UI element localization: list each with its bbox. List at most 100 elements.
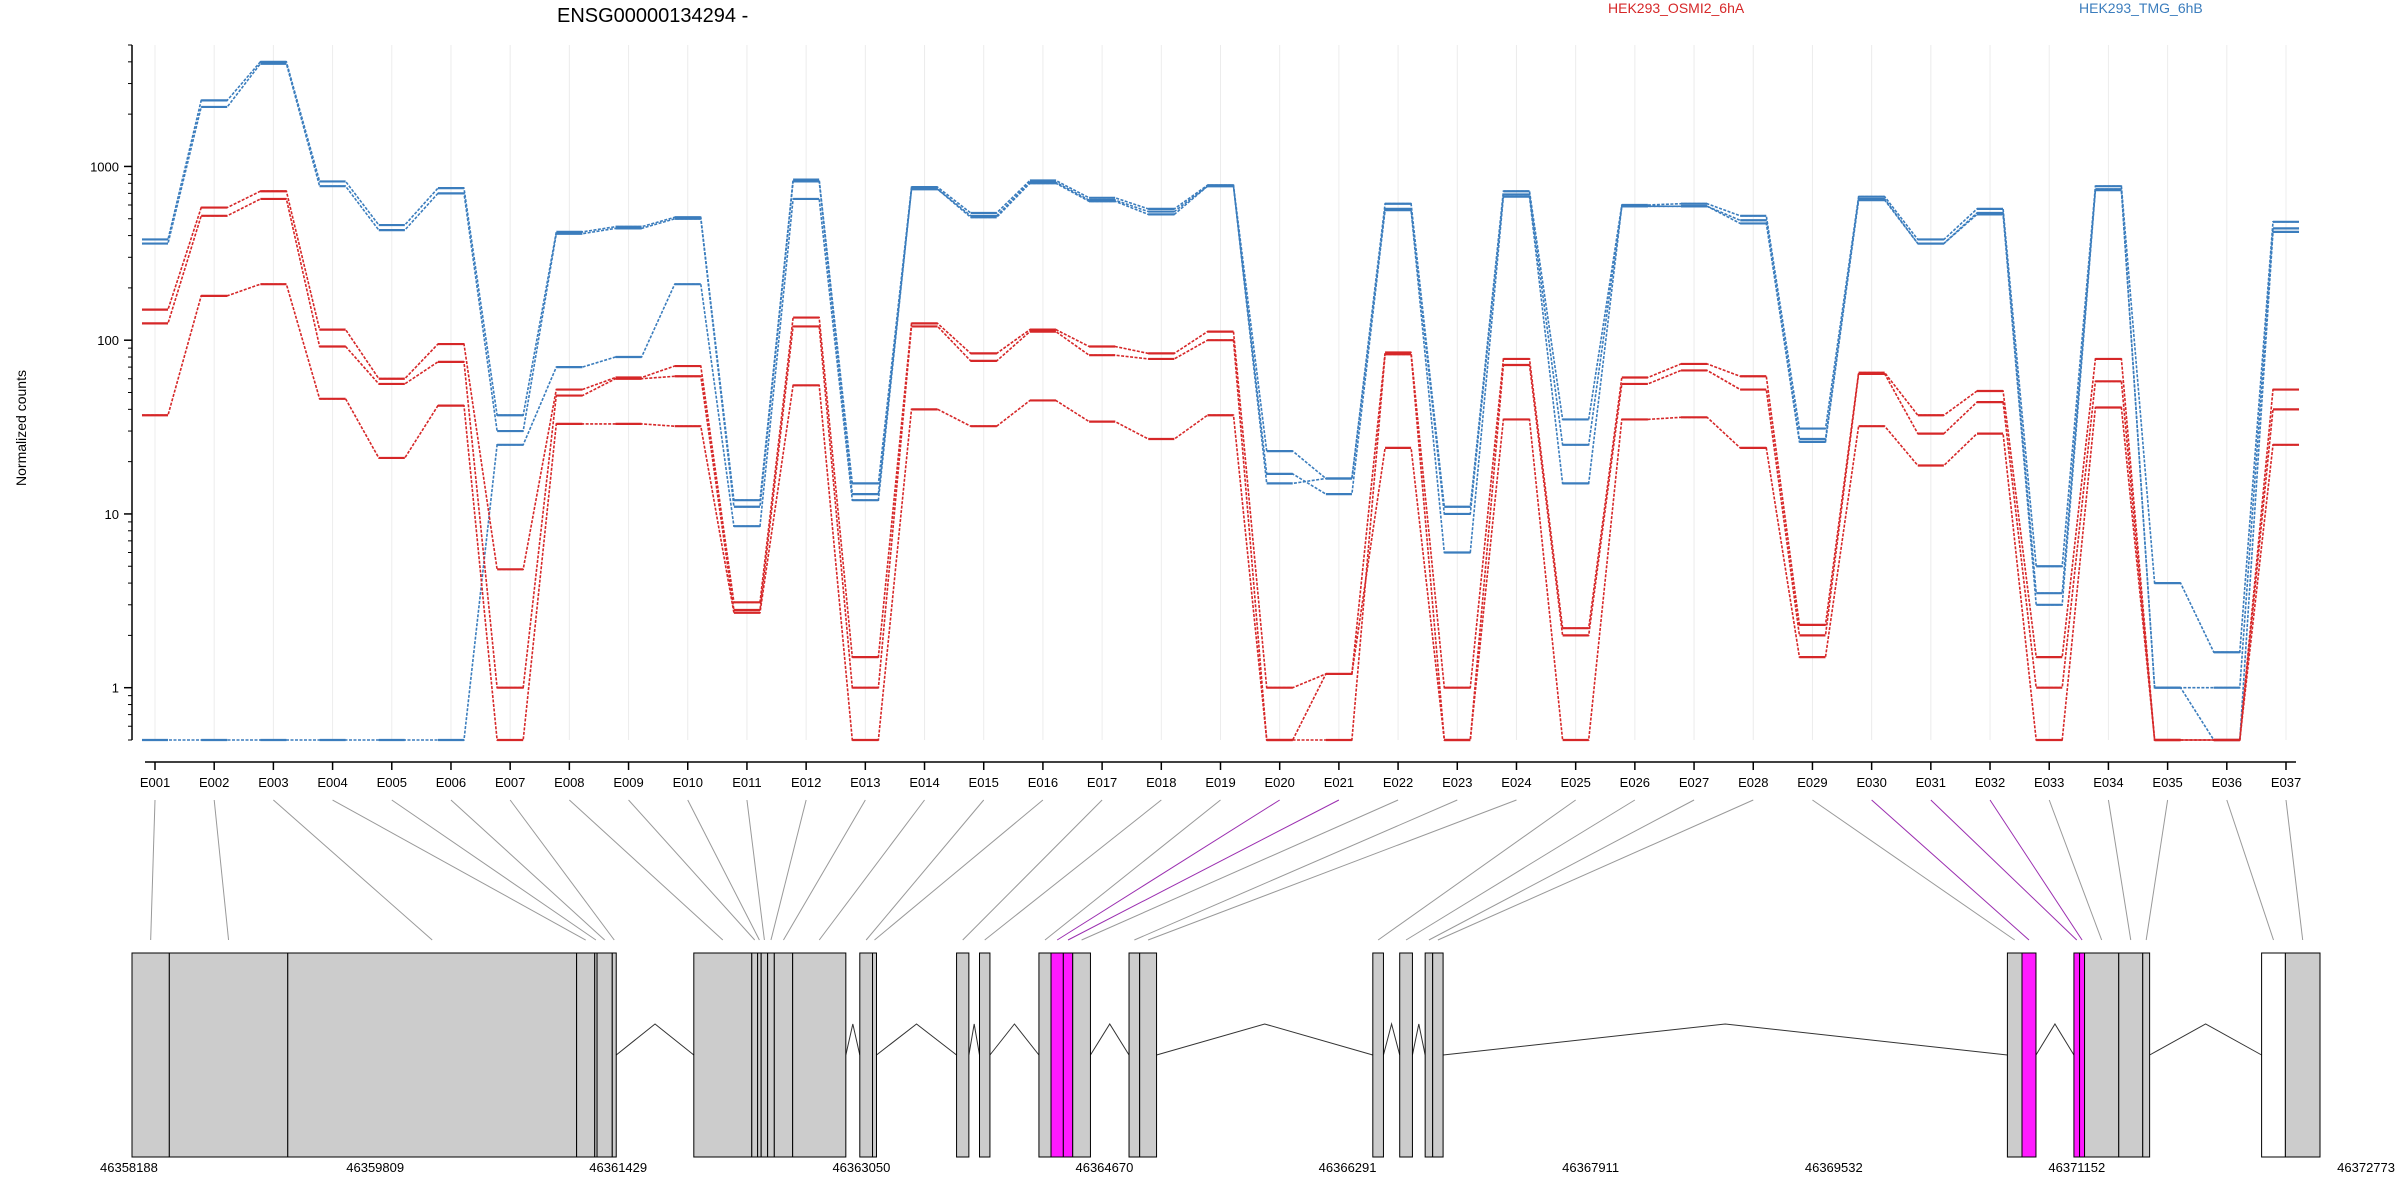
intron-line (1411, 1023, 1426, 1056)
connector-e016 (874, 799, 1044, 941)
x-tick-label-e029: E029 (1797, 775, 1827, 790)
exon-box-e022 (1072, 952, 1091, 1158)
connector-e015 (865, 799, 985, 941)
exon-box-e037 (2284, 952, 2321, 1158)
exon-box-e016 (872, 952, 877, 1158)
connector-e007 (509, 799, 615, 941)
y-tick-label-1000: 1000 (90, 159, 119, 174)
x-tick-label-e014: E014 (909, 775, 939, 790)
connector-e029 (1812, 799, 2015, 941)
exon-box-e010 (757, 952, 762, 1158)
exon-box-e030 (2021, 952, 2037, 1158)
exon-box-e019 (1038, 952, 1052, 1158)
exon-box-e018 (979, 952, 991, 1158)
x-tick-label-e001: E001 (140, 775, 170, 790)
x-tick-label-e036: E036 (2212, 775, 2242, 790)
connector-e006 (450, 799, 605, 941)
exon-box-e031 (2073, 952, 2081, 1158)
connector-e011 (746, 799, 765, 941)
intron-line (1090, 1023, 1130, 1056)
connector-e023 (1134, 799, 1458, 941)
genomic-coordinate-label: 46361429 (589, 1160, 647, 1175)
exon-box-e020 (1050, 952, 1064, 1158)
exon-box-e028 (1432, 952, 1444, 1158)
connector-e025 (1377, 799, 1576, 941)
x-tick-label-e009: E009 (613, 775, 643, 790)
connector-e002 (213, 799, 230, 941)
x-tick-label-e027: E027 (1679, 775, 1709, 790)
exon-box-e034 (2118, 952, 2144, 1158)
intron-line (968, 1023, 980, 1056)
exon-box-e029 (2006, 952, 2023, 1158)
x-tick-label-e022: E022 (1383, 775, 1413, 790)
genomic-coordinate-label: 46358188 (100, 1160, 158, 1175)
connector-e032 (1989, 799, 2083, 941)
exon-box-e033 (2084, 952, 2120, 1158)
exon-box-e021 (1062, 952, 1074, 1158)
intron-line (845, 1023, 861, 1056)
connector-e026 (1405, 799, 1636, 941)
x-tick-label-e017: E017 (1087, 775, 1117, 790)
connector-e024 (1147, 799, 1517, 941)
connector-e037 (2285, 799, 2304, 941)
x-tick-label-e002: E002 (199, 775, 229, 790)
intron-line (1156, 1023, 1373, 1056)
chart-title: ENSG00000134294 - (557, 5, 748, 27)
connector-e030 (1871, 799, 2030, 941)
x-tick-label-e004: E004 (317, 775, 347, 790)
x-tick-label-e028: E028 (1738, 775, 1768, 790)
exon-box-e025 (1372, 952, 1384, 1158)
exon-box-e035 (2142, 952, 2151, 1158)
exon-box-e027 (1424, 952, 1434, 1158)
y-tick-label-1: 1 (112, 681, 119, 696)
y-tick-label-100: 100 (97, 333, 119, 348)
genomic-coordinate-label: 46369532 (1805, 1160, 1863, 1175)
x-tick-label-e011: E011 (732, 775, 761, 790)
intron-line (615, 1023, 695, 1056)
axes: 1 10 100 1000 E001 E002 E003 E004 E005 E006 E007 E0… (90, 44, 2301, 790)
genomic-coordinate-label: 46366291 (1319, 1160, 1377, 1175)
x-tick-label-e023: E023 (1442, 775, 1472, 790)
x-tick-label-e005: E005 (377, 775, 407, 790)
connector-e031 (1930, 799, 2078, 941)
legend-item-tmg: HEK293_TMG_6hB (2079, 0, 2203, 16)
connector-e010 (687, 799, 760, 941)
x-tick-label-e018: E018 (1146, 775, 1176, 790)
x-tick-label-e021: E021 (1324, 775, 1354, 790)
exon-box-e009 (751, 952, 759, 1158)
exon-box-e007 (611, 952, 617, 1158)
connector-e012 (770, 799, 807, 941)
x-tick-label-e016: E016 (1028, 775, 1058, 790)
exon-box-e024 (1139, 952, 1158, 1158)
exon-box-e026 (1399, 952, 1413, 1158)
exon-box-e014 (792, 952, 847, 1158)
connector-e018 (984, 799, 1162, 941)
exon-box-e003 (287, 952, 578, 1158)
x-tick-label-e008: E008 (554, 775, 584, 790)
exon-box-e006 (596, 952, 613, 1158)
x-tick-label-e035: E035 (2152, 775, 2182, 790)
connector-e017 (962, 799, 1103, 941)
connector-e020 (1056, 799, 1280, 941)
x-tick-label-e025: E025 (1560, 775, 1590, 790)
x-tick-label-e031: E031 (1916, 775, 1946, 790)
genomic-coordinate-label: 46359809 (346, 1160, 404, 1175)
x-tick-label-e033: E033 (2034, 775, 2064, 790)
connector-e004 (332, 799, 586, 941)
gene-model: 46358188 46359809 46361429 46363050 46364670… (100, 952, 2395, 1175)
connector-e035 (2145, 799, 2169, 941)
x-tick-label-e003: E003 (258, 775, 288, 790)
intron-line (2035, 1023, 2075, 1056)
genomic-coordinate-label: 46371152 (2048, 1160, 2105, 1175)
connector-e005 (391, 799, 597, 941)
x-tick-label-e034: E034 (2093, 775, 2123, 790)
exon-box-e017 (956, 952, 970, 1158)
y-tick-label-10: 10 (105, 507, 119, 522)
exon-box-e015 (859, 952, 874, 1158)
genomic-coordinate-label: 46364670 (1075, 1160, 1133, 1175)
intron-line (989, 1023, 1040, 1056)
genomic-coordinate-label: 46372773 (2337, 1160, 2395, 1175)
connector-e034 (2107, 799, 2132, 941)
exon-box-e012 (767, 952, 775, 1158)
